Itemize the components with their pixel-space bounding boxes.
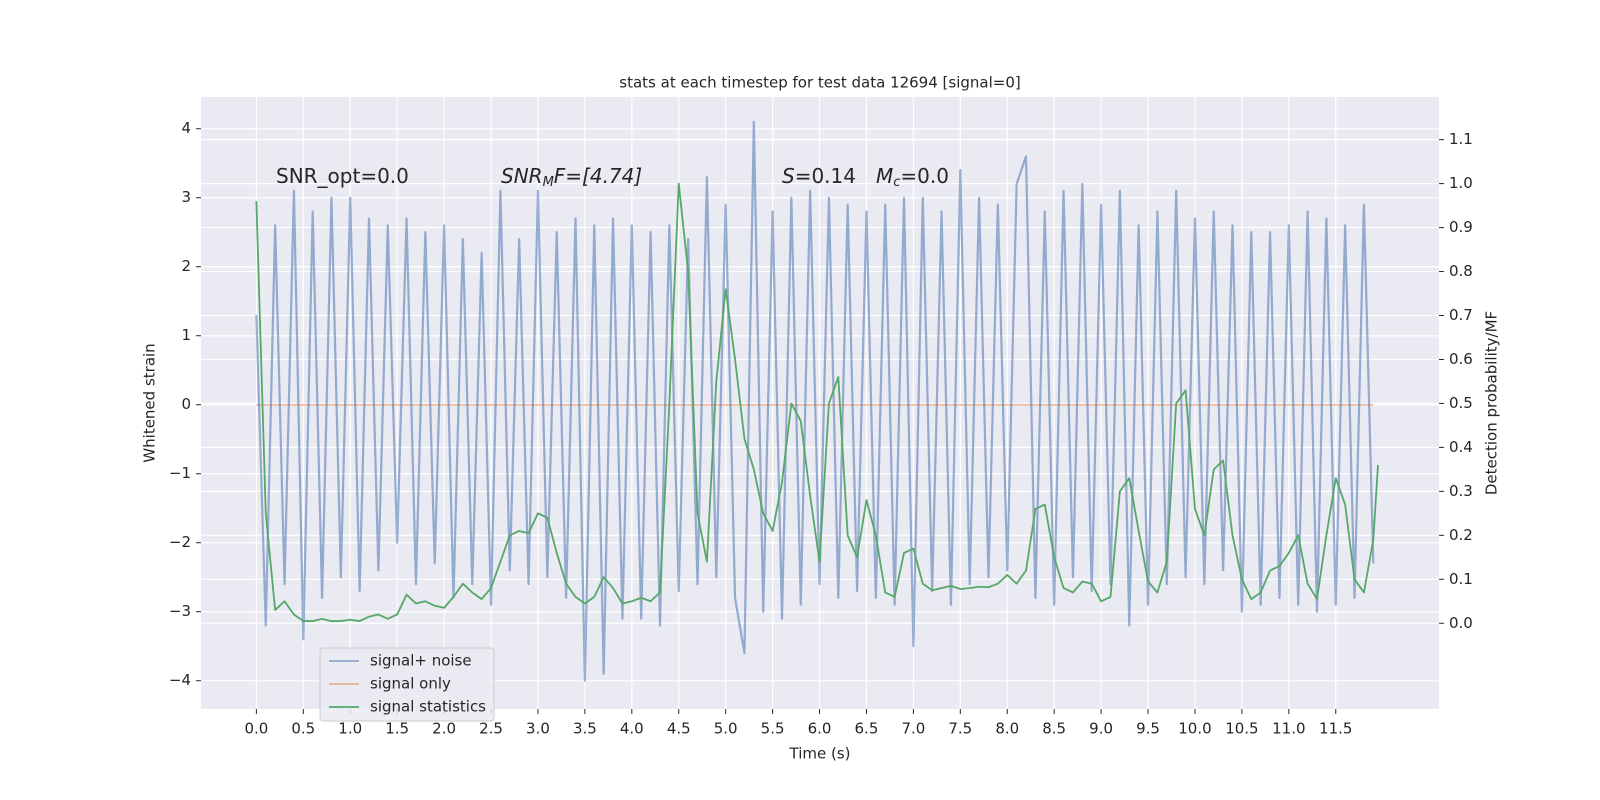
legend-label: signal statistics	[370, 698, 486, 716]
y2-tick-label: 0.9	[1449, 218, 1473, 236]
marks	[255, 120, 1379, 682]
x-tick-label: 9.0	[1089, 720, 1113, 738]
legend-box	[319, 647, 495, 722]
x-tick-label: 9.5	[1136, 720, 1160, 738]
x-tick-label: 11.5	[1319, 720, 1352, 738]
y2-tick-label: 0.6	[1449, 350, 1473, 368]
y2-tick-label: 0.0	[1449, 614, 1473, 632]
x-tick-label: 0.5	[291, 720, 315, 738]
legend-label: signal+ noise	[370, 652, 472, 670]
annotation-part: =0.0	[900, 164, 949, 188]
y-tick-label: 1	[181, 326, 191, 344]
y-tick-label: 2	[181, 257, 191, 275]
annotation-part: =0.14	[795, 164, 856, 188]
series-line	[255, 182, 1379, 622]
x-tick-label: 1.0	[338, 720, 362, 738]
legend: signal+ noise signal only signal statistic…	[319, 647, 495, 722]
annotation-part: SNR_opt=0.0	[276, 164, 409, 188]
x-tick-label: 10.5	[1225, 720, 1258, 738]
y-tick-label: 0	[181, 395, 191, 413]
y2-tick-label: 0.2	[1449, 526, 1473, 544]
axes: 0.0 0.5 1.0 1.5 2.0 2.5 3.0 3.5 4.0 4.5 5.0 5.5 6.0 6…	[169, 119, 1473, 737]
annotation: S=0.14	[782, 164, 856, 188]
legend-label: signal only	[370, 675, 451, 693]
x-tick-label: 3.5	[573, 720, 597, 738]
x-tick-label: 2.0	[432, 720, 456, 738]
y2-tick-label: 0.3	[1449, 482, 1473, 500]
y-tick-label: −4	[169, 671, 191, 689]
x-tick-label: 5.0	[714, 720, 738, 738]
x-tick-label: 7.0	[901, 720, 925, 738]
y2-tick-label: 1.0	[1449, 174, 1473, 192]
x-tick-label: 2.5	[479, 720, 503, 738]
annotation-part: F=[4.74]	[554, 164, 642, 188]
y-axis-label: Whitened strain	[141, 343, 159, 462]
annotation-part: M	[876, 164, 893, 188]
x-tick-label: 1.5	[385, 720, 409, 738]
y2-tick-label: 1.1	[1449, 130, 1473, 148]
annotation-part: M	[543, 175, 554, 190]
x-tick-label: 0.0	[244, 720, 268, 738]
annotation-part: c	[893, 175, 900, 190]
annotation-part: S	[782, 164, 795, 188]
y-tick-label: −1	[169, 464, 191, 482]
x-tick-label: 8.0	[995, 720, 1019, 738]
x-tick-label: 4.5	[667, 720, 691, 738]
annotation-part: SNR	[501, 164, 543, 188]
x-axis-label: Time (s)	[789, 745, 851, 763]
x-tick-label: 3.0	[526, 720, 550, 738]
y-tick-label: 3	[181, 188, 191, 206]
chart-title: stats at each timestep for test data 126…	[619, 74, 1020, 92]
y2-tick-label: 0.5	[1449, 394, 1473, 412]
x-tick-label: 5.5	[761, 720, 785, 738]
x-tick-label: 11.0	[1272, 720, 1305, 738]
annotation: Mc=0.0	[876, 164, 949, 190]
x-tick-label: 7.5	[948, 720, 972, 738]
annotation: SNR_opt=0.0	[276, 164, 409, 188]
y2-tick-label: 0.7	[1449, 306, 1473, 324]
y2-axis-label: Detection probability/MF	[1483, 311, 1501, 495]
x-tick-label: 10.0	[1178, 720, 1211, 738]
y2-tick-label: 0.8	[1449, 262, 1473, 280]
x-tick-label: 6.0	[808, 720, 832, 738]
y2-tick-label: 0.1	[1449, 570, 1473, 588]
y-tick-label: −2	[169, 533, 191, 551]
x-tick-label: 6.5	[855, 720, 879, 738]
y-tick-label: −3	[169, 602, 191, 620]
annotation: SNRMF=[4.74]	[501, 164, 642, 190]
y2-tick-label: 0.4	[1449, 438, 1473, 456]
series-line	[255, 120, 1375, 682]
x-tick-label: 4.0	[620, 720, 644, 738]
y-tick-label: 4	[181, 119, 191, 137]
x-tick-label: 8.5	[1042, 720, 1066, 738]
